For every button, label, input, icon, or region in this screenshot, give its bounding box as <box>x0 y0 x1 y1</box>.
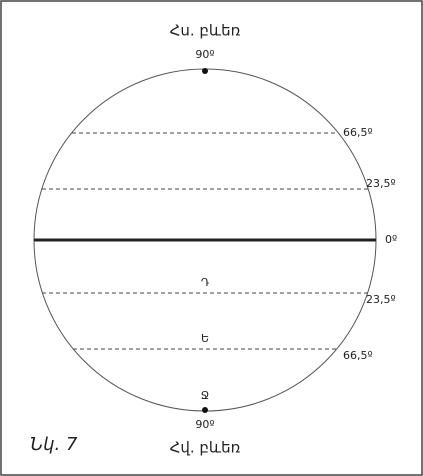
latitude-label: 0º <box>385 233 397 246</box>
south-pole-label: Հվ. բևեռ <box>170 439 241 457</box>
north-point <box>202 68 208 74</box>
latitude-label: 66,5º <box>343 126 373 139</box>
top-degree: 90º <box>195 48 214 61</box>
latitude-label: 23,5º <box>366 293 396 306</box>
caption: Նկ. 7 <box>30 434 78 455</box>
latitude-label: 23,5º <box>366 177 396 190</box>
zone-letter: Դ <box>201 276 209 289</box>
north-pole-label: Հս. բևեռ <box>170 22 241 40</box>
zone-letter: Ե <box>201 332 209 345</box>
bottom-degree: 90º <box>195 418 214 431</box>
latitude-label: 66,5º <box>343 349 373 362</box>
south-point <box>202 407 208 413</box>
zone-letter: Ջ <box>201 389 209 402</box>
